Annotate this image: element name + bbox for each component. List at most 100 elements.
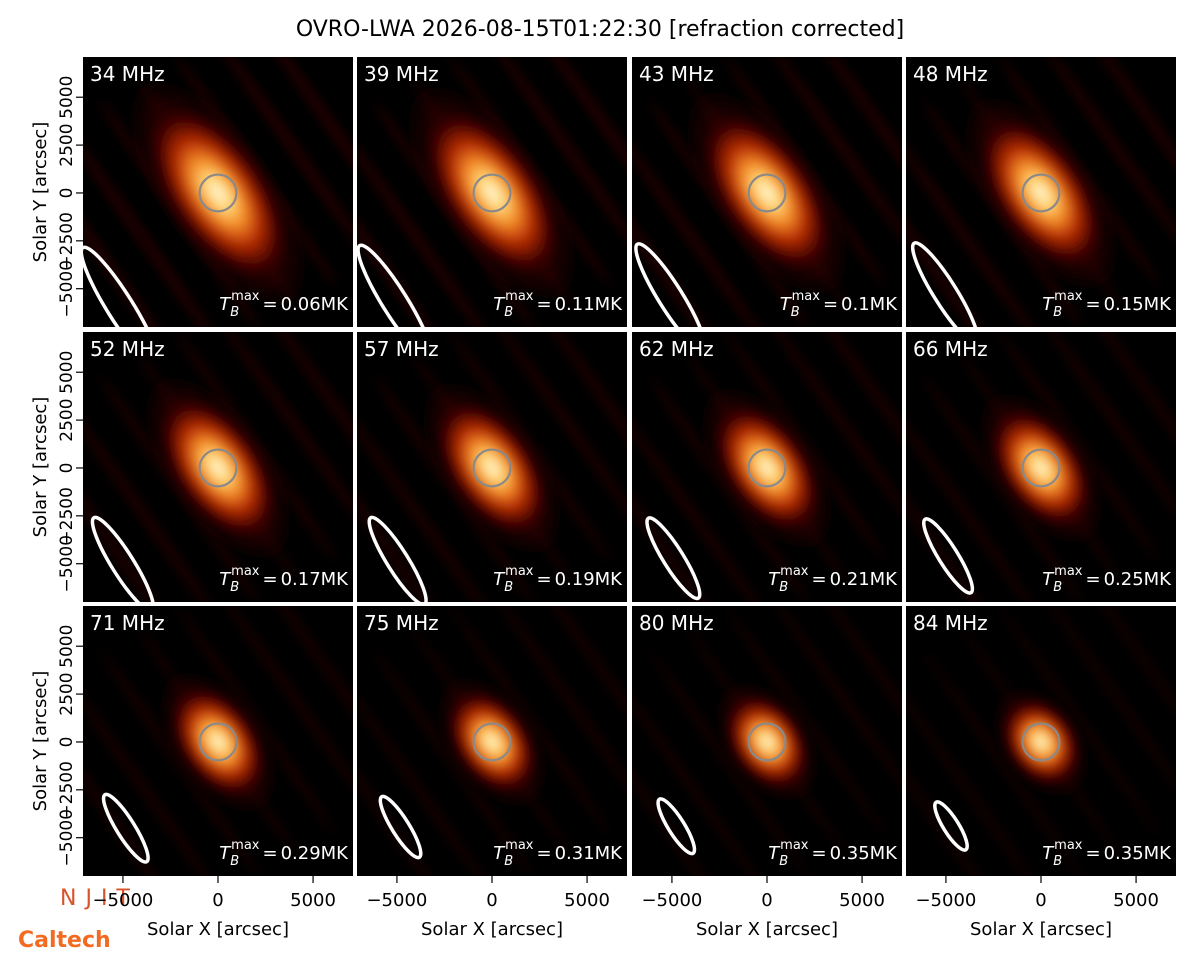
tmax-value: 0.35MK: [1104, 843, 1173, 864]
x-tick-label: 0: [486, 890, 497, 911]
tmax-value: 0.11MK: [555, 294, 624, 315]
panel: [357, 606, 627, 876]
emission: [726, 696, 808, 788]
emission: [148, 106, 288, 280]
y-tick-label: 2500: [57, 123, 77, 166]
frequency-label: 84 MHz: [913, 611, 988, 635]
tmax-value: 0.15MK: [1104, 294, 1173, 315]
panel: [906, 332, 1176, 602]
streak: [213, 606, 353, 813]
tmax-sup: max: [231, 838, 260, 853]
x-tick-label: 5000: [1113, 890, 1159, 911]
y-tick-label: 0: [57, 737, 77, 748]
tmax-sup: max: [780, 838, 809, 853]
tmax-eq: =: [1085, 569, 1100, 590]
x-tick-label: 0: [761, 890, 772, 911]
streak: [1036, 57, 1176, 264]
tmax-sup: max: [1054, 838, 1083, 853]
y-tick-label: 5000: [57, 625, 77, 668]
solar-disk: [198, 173, 238, 213]
streak: [906, 144, 1008, 327]
streak: [357, 671, 497, 876]
tmax-value: 0.29MK: [281, 843, 350, 864]
tmax-eq: =: [1085, 843, 1100, 864]
x-tick-label: 5000: [564, 890, 610, 911]
tmax-value: 0.19MK: [555, 569, 624, 590]
streak: [632, 397, 772, 602]
emission: [425, 110, 559, 276]
streak: [906, 693, 1008, 876]
y-tick-label: −2500: [57, 212, 77, 270]
tmax-sub: B: [504, 854, 513, 869]
tmax-eq: =: [1085, 294, 1100, 315]
panel: [632, 57, 902, 327]
solar-disk: [1021, 722, 1061, 762]
tmax-eq: =: [536, 569, 551, 590]
tmax-sub: B: [230, 580, 239, 595]
tmax-sub: B: [1053, 854, 1062, 869]
tmax-sup: max: [505, 564, 534, 579]
streak: [800, 332, 902, 517]
y-tick-label: 5000: [57, 76, 77, 119]
emission: [437, 402, 547, 534]
tmax-eq: =: [811, 843, 826, 864]
panel: [83, 606, 353, 876]
beam: [83, 245, 161, 327]
frequency-label: 39 MHz: [364, 62, 439, 86]
solar-disk: [472, 173, 512, 213]
panel: [632, 332, 902, 602]
y-tick-label: −5000: [57, 535, 77, 593]
tmax-value: 0.31MK: [555, 843, 624, 864]
emission: [1003, 700, 1079, 784]
streak: [357, 693, 459, 876]
tmax-label: TBmax = 0.19MK: [493, 564, 623, 595]
panel: [906, 606, 1176, 876]
streak: [357, 419, 459, 602]
streak: [525, 57, 627, 242]
streak: [906, 122, 1046, 327]
y-tick-label: 2500: [57, 672, 77, 715]
beam: [933, 800, 969, 852]
y-tick-label: −5000: [57, 809, 77, 867]
tmax-value: 0.35MK: [830, 843, 899, 864]
solar-disk: [1021, 173, 1061, 213]
y-tick-label: 2500: [57, 398, 77, 441]
tmax-sup: max: [505, 289, 534, 304]
panel: [83, 57, 353, 327]
panel: [357, 57, 627, 327]
beam: [367, 515, 428, 602]
x-tick-label: 5000: [290, 890, 336, 911]
streak: [762, 57, 902, 264]
emission: [171, 688, 265, 796]
tmax-value: 0.21MK: [830, 569, 899, 590]
streak: [357, 397, 497, 602]
panel: [357, 332, 627, 602]
tmax-sup: max: [1054, 564, 1083, 579]
tmax-sub: B: [504, 305, 513, 320]
tmax-eq: =: [536, 294, 551, 315]
tmax-symbol: T: [1042, 843, 1055, 864]
tmax-eq: =: [262, 569, 277, 590]
emission: [991, 410, 1091, 526]
streak: [213, 332, 353, 539]
y-tick-label: −2500: [57, 761, 77, 819]
streak: [632, 122, 772, 327]
beam: [357, 243, 434, 327]
streak: [1074, 606, 1176, 791]
frequency-label: 34 MHz: [90, 62, 165, 86]
y-tick-label: −2500: [57, 487, 77, 545]
panel: [906, 57, 1176, 327]
beam: [910, 241, 980, 327]
tmax-sup: max: [792, 289, 821, 304]
frequency-label: 57 MHz: [364, 337, 439, 361]
frequency-label: 80 MHz: [639, 611, 714, 635]
frequency-label: 75 MHz: [364, 611, 439, 635]
streak: [213, 57, 353, 264]
tmax-label: TBmax = 0.25MK: [1042, 564, 1172, 595]
tmax-label: TBmax = 0.11MK: [493, 289, 623, 320]
emission: [703, 114, 831, 272]
tmax-symbol: T: [768, 843, 781, 864]
streak: [762, 332, 902, 539]
tmax-symbol: T: [493, 843, 506, 864]
